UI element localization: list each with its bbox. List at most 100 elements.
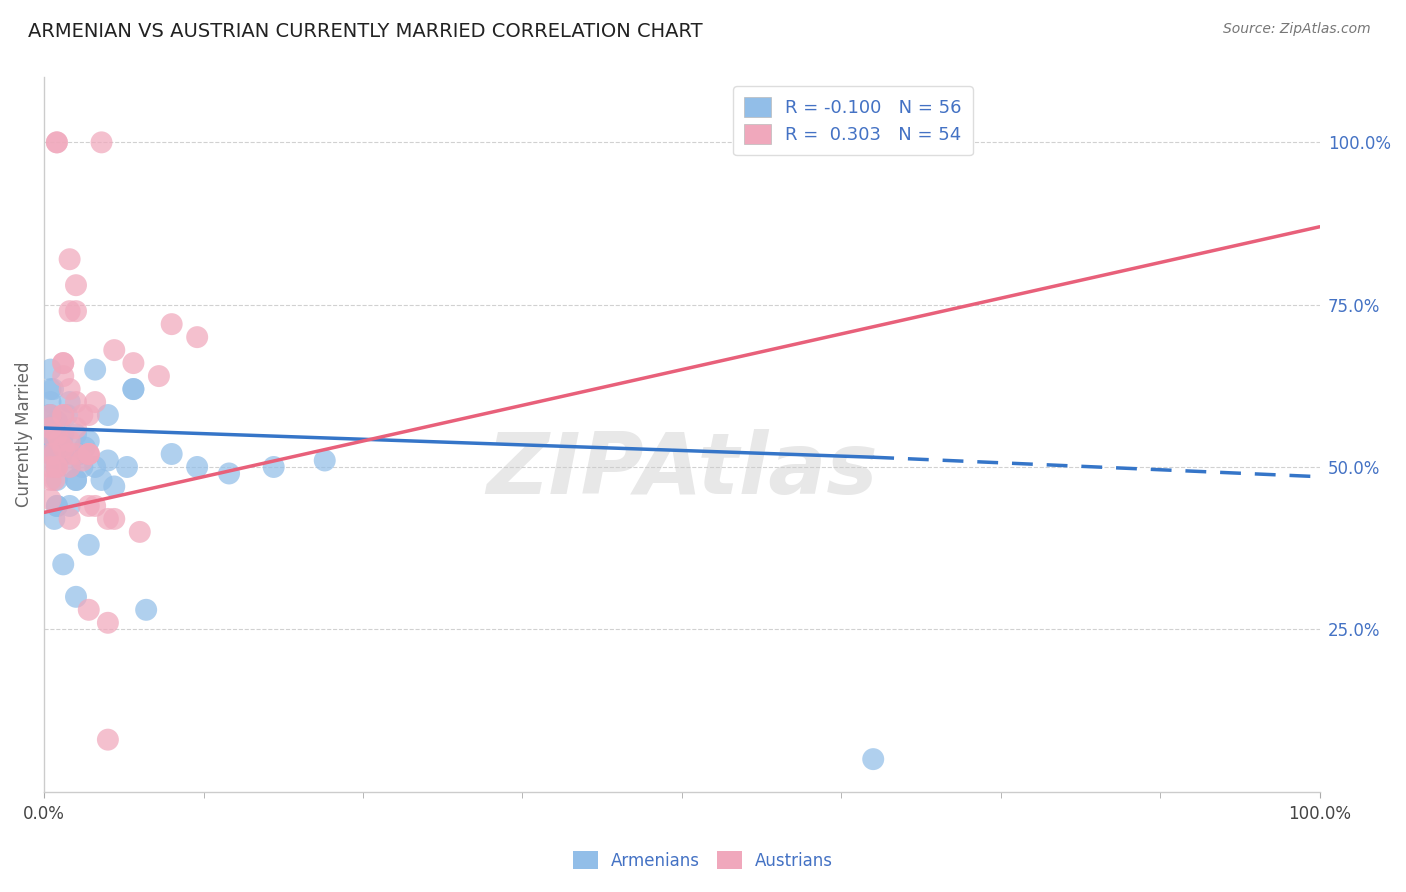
- Point: [65, 421, 87, 435]
- Point: [52, 356, 75, 370]
- Point: [45, 415, 67, 429]
- Point: [44, 427, 66, 442]
- Point: [77, 408, 100, 422]
- Point: [52, 558, 75, 572]
- Point: [42, 382, 65, 396]
- Point: [65, 278, 87, 293]
- Point: [90, 136, 112, 150]
- Point: [39, 447, 62, 461]
- Point: [45, 460, 67, 475]
- Point: [103, 512, 125, 526]
- Point: [52, 441, 75, 455]
- Point: [59, 395, 82, 409]
- Point: [65, 427, 87, 442]
- Point: [97, 408, 120, 422]
- Point: [45, 427, 67, 442]
- Legend: R = -0.100   N = 56, R =  0.303   N = 54: R = -0.100 N = 56, R = 0.303 N = 54: [733, 87, 973, 155]
- Point: [39, 362, 62, 376]
- Point: [45, 473, 67, 487]
- Point: [97, 732, 120, 747]
- Point: [56, 408, 79, 422]
- Point: [52, 447, 75, 461]
- Point: [77, 434, 100, 448]
- Point: [122, 382, 145, 396]
- Point: [122, 356, 145, 370]
- Point: [44, 512, 66, 526]
- Point: [65, 473, 87, 487]
- Point: [45, 447, 67, 461]
- Point: [218, 467, 240, 481]
- Point: [39, 395, 62, 409]
- Point: [52, 427, 75, 442]
- Point: [65, 590, 87, 604]
- Point: [39, 408, 62, 422]
- Point: [77, 447, 100, 461]
- Point: [41, 441, 63, 455]
- Point: [160, 317, 183, 331]
- Point: [45, 460, 67, 475]
- Point: [59, 512, 82, 526]
- Point: [84, 499, 107, 513]
- Point: [45, 499, 67, 513]
- Point: [59, 447, 82, 461]
- Point: [160, 447, 183, 461]
- Point: [52, 369, 75, 384]
- Point: [186, 330, 208, 344]
- Point: [84, 395, 107, 409]
- Point: [59, 460, 82, 475]
- Point: [862, 752, 884, 766]
- Point: [59, 499, 82, 513]
- Point: [135, 603, 157, 617]
- Point: [45, 415, 67, 429]
- Point: [44, 473, 66, 487]
- Point: [37, 427, 59, 442]
- Point: [77, 447, 100, 461]
- Point: [52, 447, 75, 461]
- Point: [39, 492, 62, 507]
- Point: [263, 460, 285, 475]
- Point: [77, 447, 100, 461]
- Point: [52, 408, 75, 422]
- Point: [39, 427, 62, 442]
- Point: [59, 252, 82, 267]
- Point: [52, 408, 75, 422]
- Text: ZIPAtlas: ZIPAtlas: [486, 429, 877, 512]
- Point: [39, 447, 62, 461]
- Point: [59, 434, 82, 448]
- Point: [39, 421, 62, 435]
- Point: [72, 408, 94, 422]
- Point: [314, 453, 336, 467]
- Legend: Armenians, Austrians: Armenians, Austrians: [567, 845, 839, 877]
- Point: [128, 524, 150, 539]
- Point: [39, 382, 62, 396]
- Point: [39, 434, 62, 448]
- Point: [39, 421, 62, 435]
- Point: [84, 460, 107, 475]
- Point: [72, 460, 94, 475]
- Point: [72, 453, 94, 467]
- Point: [59, 460, 82, 475]
- Point: [90, 473, 112, 487]
- Point: [48, 421, 70, 435]
- Point: [39, 460, 62, 475]
- Point: [84, 362, 107, 376]
- Text: ARMENIAN VS AUSTRIAN CURRENTLY MARRIED CORRELATION CHART: ARMENIAN VS AUSTRIAN CURRENTLY MARRIED C…: [28, 22, 703, 41]
- Point: [77, 538, 100, 552]
- Point: [97, 615, 120, 630]
- Point: [65, 304, 87, 318]
- Y-axis label: Currently Married: Currently Married: [15, 362, 32, 508]
- Point: [59, 382, 82, 396]
- Point: [103, 479, 125, 493]
- Point: [73, 441, 96, 455]
- Point: [103, 343, 125, 358]
- Point: [51, 434, 73, 448]
- Point: [77, 603, 100, 617]
- Text: Source: ZipAtlas.com: Source: ZipAtlas.com: [1223, 22, 1371, 37]
- Point: [65, 395, 87, 409]
- Point: [44, 447, 66, 461]
- Point: [69, 447, 91, 461]
- Point: [65, 473, 87, 487]
- Point: [122, 382, 145, 396]
- Point: [59, 304, 82, 318]
- Point: [115, 460, 138, 475]
